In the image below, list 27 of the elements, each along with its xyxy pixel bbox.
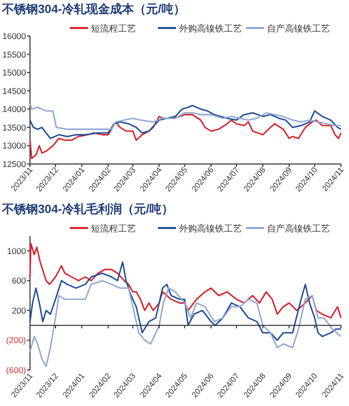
y-tick-label: 14500 bbox=[2, 86, 26, 96]
legend-label: 外购高镍铁工艺 bbox=[179, 224, 242, 234]
line-series bbox=[29, 114, 342, 160]
y-tick-label: 600 bbox=[12, 276, 26, 286]
line-series bbox=[29, 104, 342, 140]
y-tick-label: 1000 bbox=[7, 246, 26, 256]
legend-label: 短流程工艺 bbox=[91, 224, 136, 234]
line-series bbox=[29, 102, 342, 130]
chart-title: 不锈钢304-冷轧现金成本（元/吨） bbox=[1, 2, 186, 16]
y-tick-label: 15500 bbox=[2, 49, 26, 60]
y-tick-label: 14000 bbox=[2, 104, 26, 114]
line-series bbox=[29, 242, 342, 319]
y-tick-label: 13000 bbox=[2, 140, 26, 151]
legend-label: 自产高镍铁工艺 bbox=[267, 24, 330, 34]
line-series bbox=[29, 261, 342, 341]
chart-title: 不锈钢304-冷轧毛利润（元/吨） bbox=[1, 202, 174, 216]
y-tick-label: 15000 bbox=[2, 68, 26, 78]
y-tick-label: (200) bbox=[6, 335, 26, 346]
legend-label: 自产高镍铁工艺 bbox=[267, 224, 330, 234]
line-series bbox=[29, 280, 342, 367]
y-tick-label: 13500 bbox=[2, 122, 26, 132]
y-tick-label: 16000 bbox=[2, 31, 26, 41]
y-tick-label: (600) bbox=[6, 365, 26, 375]
legend-label: 短流程工艺 bbox=[91, 24, 136, 34]
legend-label: 外购高镍铁工艺 bbox=[179, 24, 242, 34]
y-tick-label: 200 bbox=[12, 305, 26, 316]
y-tick-label: 12500 bbox=[2, 159, 26, 169]
